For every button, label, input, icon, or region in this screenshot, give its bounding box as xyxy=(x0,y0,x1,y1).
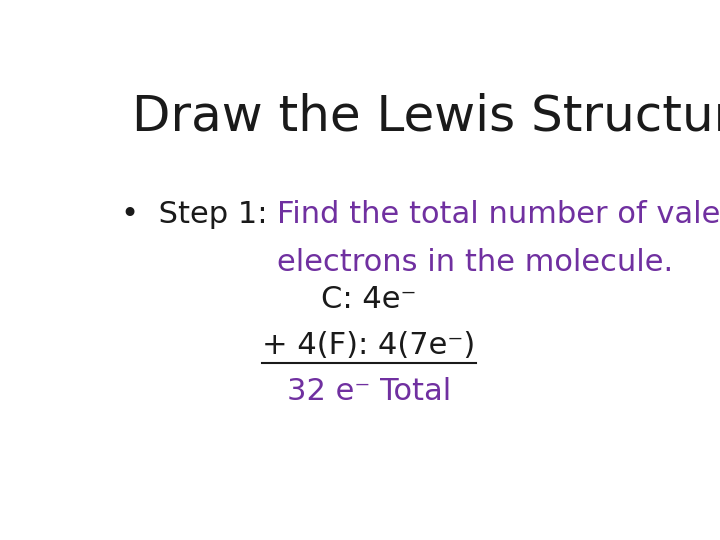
Text: C: 4e⁻: C: 4e⁻ xyxy=(321,285,417,314)
Text: electrons in the molecule.: electrons in the molecule. xyxy=(277,248,673,277)
Text: Draw the Lewis Structure for: Draw the Lewis Structure for xyxy=(132,93,720,141)
Text: + 4(F): 4(7e⁻): + 4(F): 4(7e⁻) xyxy=(262,331,476,360)
Text: 32 e⁻ Total: 32 e⁻ Total xyxy=(287,377,451,406)
Text: Find the total number of valence: Find the total number of valence xyxy=(277,200,720,229)
Text: •  Step 1:: • Step 1: xyxy=(121,200,277,229)
